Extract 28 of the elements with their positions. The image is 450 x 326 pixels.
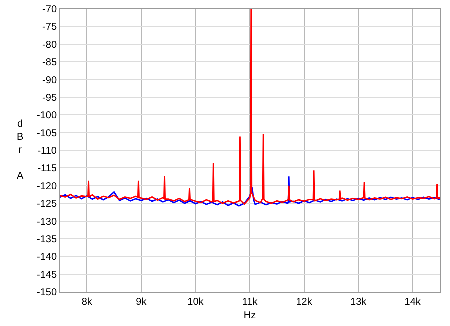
y-tick-label: -125 <box>36 199 58 210</box>
y-tick-label: -105 <box>36 128 58 140</box>
x-axis-title: Hz <box>244 310 256 322</box>
y-tick-label: -115 <box>38 164 58 175</box>
y-tick-label: -100 <box>36 110 58 122</box>
y-tick-label: -75 <box>42 22 58 34</box>
line-series <box>60 9 440 205</box>
y-tick-label: -140 <box>36 252 58 264</box>
x-tick-label: 8k <box>82 297 94 308</box>
x-tick-label: 12k <box>296 297 314 308</box>
x-tick-label: 14k <box>404 297 422 308</box>
y-tick-label: -95 <box>42 92 58 104</box>
x-tick-label: 11k <box>242 297 259 308</box>
x-tick-label: 13k <box>350 297 368 308</box>
line-series <box>60 176 440 207</box>
y-tick-label: -145 <box>36 270 58 281</box>
y-tick-label: -130 <box>36 216 58 228</box>
x-tick-label: 9k <box>136 297 148 308</box>
x-tick-label: 10k <box>188 297 205 308</box>
y-tick-label: -85 <box>42 58 58 69</box>
y-tick-label: -150 <box>36 288 58 298</box>
y-tick-label: -90 <box>42 75 58 86</box>
y-tick-label: -110 <box>38 146 58 157</box>
y-tick-label: -80 <box>42 40 58 51</box>
y-tick-label: -120 <box>36 181 58 192</box>
y-tick-label: -135 <box>36 234 58 246</box>
text: dBr A <box>17 119 24 182</box>
y-tick-label: -70 <box>42 4 58 16</box>
